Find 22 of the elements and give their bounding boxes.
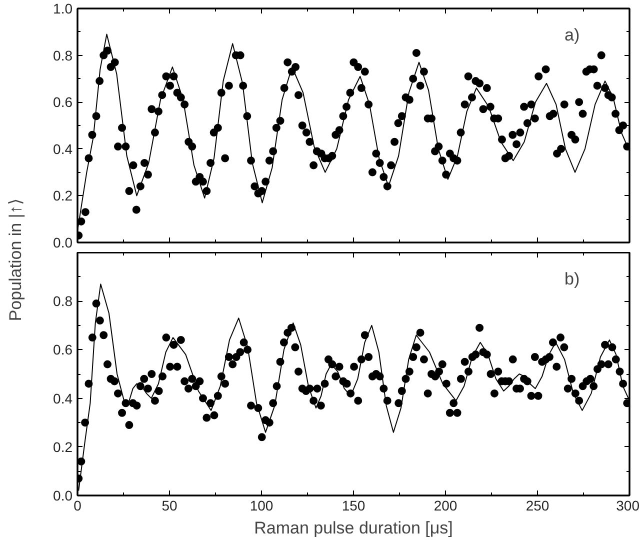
y-tick-label: 0.6 xyxy=(53,94,73,110)
y-axis-title: Population in |↑⟩ xyxy=(6,198,25,322)
y-tick-label: 0.2 xyxy=(53,438,73,455)
annotation: b) xyxy=(564,270,580,288)
y-tick-label: 0.2 xyxy=(53,188,73,204)
y-tick-label: 0.0 xyxy=(53,488,73,504)
y-tick-label: 1.0 xyxy=(53,0,73,16)
y-tick-label: 0.4 xyxy=(53,390,73,406)
x-tick-label: 150 xyxy=(342,498,366,514)
x-tick-label: 0 xyxy=(74,498,82,514)
y-tick-label: 0.6 xyxy=(53,342,73,358)
x-tick-label: 100 xyxy=(250,498,274,514)
y-tick-label: 0.0 xyxy=(53,234,73,250)
annotation: a) xyxy=(564,26,580,44)
x-tick-label: 50 xyxy=(162,498,178,514)
x-tick-label: 300 xyxy=(616,498,639,514)
y-tick-label: 0.8 xyxy=(53,47,73,64)
x-tick-label: 200 xyxy=(434,498,458,514)
x-tick-label: 250 xyxy=(526,498,550,514)
y-tick-label: 0.4 xyxy=(53,140,73,157)
y-tick-label: 0.8 xyxy=(53,293,73,310)
x-axis-title: Raman pulse duration [μs] xyxy=(254,518,453,538)
